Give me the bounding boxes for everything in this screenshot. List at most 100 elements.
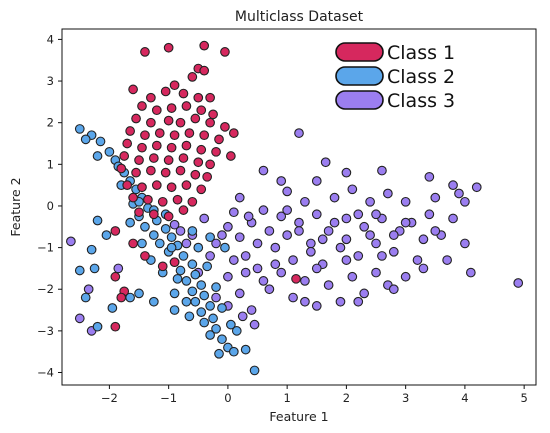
data-point-class-2	[148, 296, 159, 307]
data-point-class-3	[448, 213, 458, 224]
data-point-class-3	[294, 217, 304, 228]
data-point-class-3	[371, 267, 381, 278]
data-point-class-3	[341, 255, 352, 265]
data-point-class-3	[430, 226, 441, 236]
data-point-class-2	[140, 221, 150, 232]
data-point-class-2	[92, 321, 103, 332]
data-point-class-3	[388, 230, 399, 240]
data-point-class-1	[128, 192, 138, 203]
data-point-class-1	[208, 109, 218, 120]
data-point-class-3	[388, 246, 399, 257]
data-point-class-3	[460, 238, 470, 249]
data-point-class-3	[264, 226, 275, 236]
data-point-class-3	[252, 263, 263, 274]
data-point-class-1	[199, 40, 210, 51]
data-point-class-1	[190, 169, 201, 180]
data-point-class-2	[217, 303, 227, 313]
y-tick-label: 3	[47, 74, 54, 88]
data-point-class-1	[175, 165, 186, 176]
data-point-class-1	[163, 155, 174, 166]
x-tick-label: −2	[101, 391, 118, 405]
data-point-class-1	[128, 84, 138, 95]
data-point-class-3	[371, 238, 381, 249]
data-point-class-3	[412, 255, 423, 265]
data-point-class-2	[220, 242, 230, 253]
data-point-class-1	[146, 165, 156, 176]
data-point-class-2	[187, 226, 198, 236]
data-point-class-2	[74, 124, 85, 134]
data-point-class-1	[137, 182, 147, 193]
data-point-class-3	[454, 188, 464, 199]
data-point-class-1	[134, 155, 144, 166]
data-point-class-2	[154, 238, 165, 249]
data-point-class-3	[294, 128, 304, 138]
data-point-class-2	[181, 296, 192, 307]
data-point-class-3	[270, 259, 281, 270]
data-point-class-2	[169, 305, 180, 315]
data-point-class-2	[172, 273, 183, 284]
data-point-class-2	[104, 146, 115, 157]
data-point-class-3	[282, 205, 293, 215]
data-point-class-3	[335, 242, 346, 253]
data-point-class-3	[249, 319, 260, 330]
data-point-class-3	[228, 255, 239, 265]
data-point-class-2	[231, 326, 242, 336]
data-point-class-1	[196, 144, 207, 155]
data-point-class-2	[166, 232, 177, 243]
data-point-class-3	[311, 263, 322, 274]
data-point-class-3	[353, 296, 364, 307]
data-point-class-3	[400, 217, 411, 228]
data-point-class-3	[329, 217, 340, 228]
chart-title: Multiclass Dataset	[235, 9, 364, 25]
data-point-class-3	[388, 284, 399, 295]
data-point-class-2	[86, 244, 97, 255]
data-point-class-3	[471, 182, 482, 193]
data-point-class-3	[258, 276, 269, 286]
data-point-class-3	[282, 186, 293, 197]
data-point-class-3	[288, 255, 298, 265]
data-point-class-3	[270, 242, 281, 253]
data-point-class-1	[196, 184, 207, 195]
data-point-class-1	[193, 157, 204, 168]
data-point-class-3	[311, 176, 322, 186]
data-point-class-3	[276, 211, 287, 222]
data-point-class-1	[226, 151, 236, 161]
data-point-class-3	[377, 251, 387, 261]
data-point-class-2	[199, 290, 210, 301]
data-point-class-2	[208, 313, 218, 324]
data-point-class-3	[237, 311, 248, 322]
data-point-class-2	[217, 334, 227, 345]
data-point-class-3	[365, 230, 375, 240]
data-point-class-2	[190, 269, 201, 280]
data-point-class-1	[228, 128, 239, 138]
data-point-class-3	[181, 238, 192, 249]
data-point-class-3	[320, 157, 331, 168]
plot-frame	[61, 28, 537, 386]
data-point-class-3	[240, 267, 251, 278]
data-point-class-3	[359, 221, 370, 232]
x-tick-label: −1	[160, 391, 177, 405]
data-point-class-2	[74, 265, 85, 276]
data-point-class-3	[169, 219, 180, 230]
data-point-class-2	[205, 330, 215, 340]
data-point-class-3	[211, 292, 221, 303]
data-point-class-3	[258, 205, 269, 215]
data-point-class-1	[169, 257, 180, 268]
data-point-class-3	[300, 276, 310, 286]
data-point-class-3	[276, 267, 287, 278]
data-point-class-2	[199, 317, 210, 328]
data-point-class-3	[223, 221, 233, 232]
data-point-class-2	[196, 307, 207, 317]
data-point-class-3	[288, 292, 298, 303]
y-tick-label: 0	[47, 199, 54, 213]
data-point-class-1	[169, 130, 180, 141]
data-point-class-3	[234, 288, 245, 299]
data-point-class-1	[143, 194, 153, 205]
data-point-class-1	[205, 159, 215, 170]
data-point-class-3	[264, 284, 275, 295]
data-point-class-3	[300, 196, 310, 207]
legend-swatch	[335, 66, 384, 86]
data-point-class-1	[151, 140, 162, 151]
